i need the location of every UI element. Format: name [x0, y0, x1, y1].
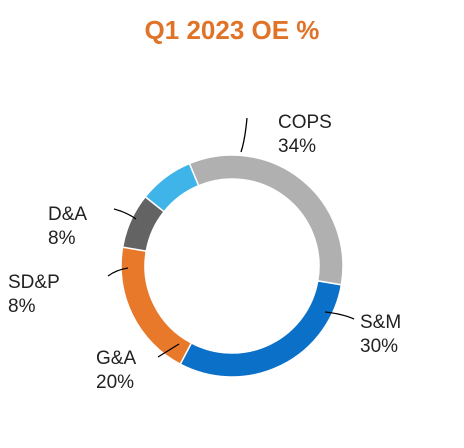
- donut-slices: [120, 154, 344, 378]
- slice-s-and-m: [179, 279, 343, 378]
- slice-value-s-and-m: 30%: [360, 336, 398, 357]
- leader-line-s-and-m: [324, 311, 355, 320]
- slice-value-sd-and-p: 8%: [8, 296, 36, 317]
- slice-d-and-a: [144, 162, 200, 213]
- slice-value-cops: 34%: [278, 136, 316, 157]
- slice-value-g-and-a: 20%: [96, 372, 134, 393]
- leader-lines: [107, 117, 355, 358]
- leader-line-d-and-a: [113, 208, 137, 220]
- leader-line-cops: [240, 117, 248, 153]
- slice-value-d-and-a: 8%: [48, 228, 76, 249]
- slice-label-cops: COPS: [278, 112, 332, 133]
- slice-label-d-and-a: D&A: [48, 204, 87, 225]
- slice-cops: [188, 154, 344, 286]
- leader-line-g-and-a: [157, 343, 180, 358]
- slice-g-and-a: [120, 246, 193, 366]
- leader-line-sd-and-p: [107, 267, 129, 277]
- chart-title: Q1 2023 OE %: [144, 15, 320, 45]
- slice-label-g-and-a: G&A: [96, 348, 136, 369]
- slice-label-s-and-m: S&M: [360, 312, 401, 333]
- slice-labels: COPS 34% S&M 30% G&A 20% SD&P 8% D&A 8%: [8, 112, 401, 393]
- slice-label-sd-and-p: SD&P: [8, 272, 60, 293]
